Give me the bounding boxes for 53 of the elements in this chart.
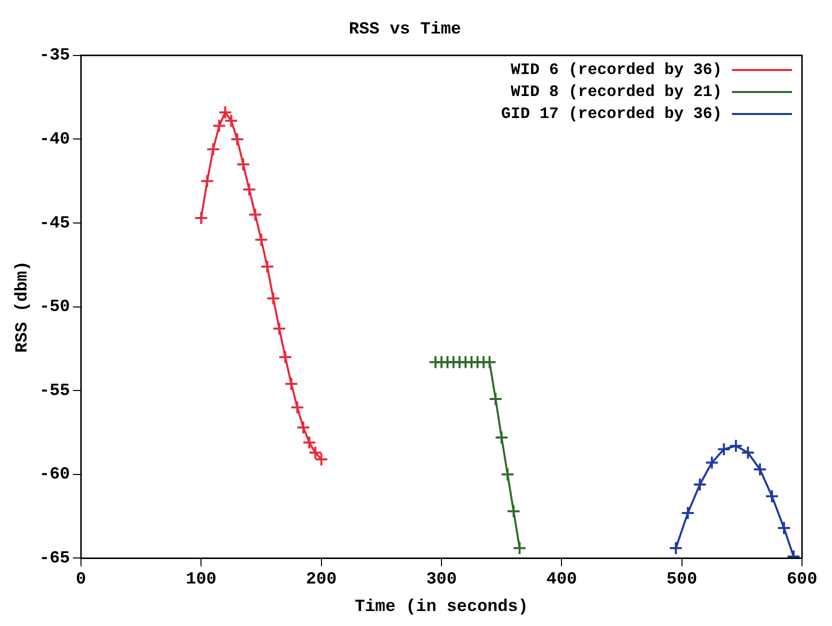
- point: [254, 232, 268, 247]
- point: [752, 462, 767, 476]
- point: [692, 477, 707, 492]
- point: [278, 350, 292, 364]
- x-axis-title: Time (in seconds): [354, 598, 528, 618]
- point: [512, 541, 527, 556]
- point: [764, 489, 779, 504]
- x-tick-label: 400: [546, 570, 577, 590]
- x-tick-label: 300: [426, 570, 457, 590]
- y-tick-label: -40: [39, 130, 70, 150]
- point: [302, 436, 316, 450]
- x-tick-label: 100: [186, 570, 216, 590]
- point: [248, 208, 262, 222]
- point: [494, 430, 509, 445]
- y-tick-label: -65: [39, 549, 70, 568]
- y-tick-label: -35: [39, 46, 70, 66]
- chart-title: RSS vs Time: [348, 20, 462, 40]
- x-tick-label: 0: [76, 570, 86, 590]
- point: [266, 291, 280, 306]
- point: [236, 157, 250, 172]
- point: [740, 446, 755, 460]
- x-tick-label: 500: [666, 570, 698, 590]
- point: [242, 182, 256, 196]
- point: [200, 174, 214, 188]
- y-tick-label: -45: [39, 214, 70, 234]
- point: [668, 541, 683, 556]
- point: [488, 392, 503, 406]
- point: [290, 400, 304, 414]
- point: [500, 467, 515, 482]
- point: [482, 355, 497, 370]
- y-tick-label: -55: [39, 382, 70, 401]
- point: [206, 142, 220, 156]
- y-tick-label: -60: [39, 466, 70, 485]
- point: [230, 132, 244, 146]
- point: [728, 438, 743, 453]
- legend-label: GID 17 (recorded by 36): [501, 104, 722, 126]
- point: [194, 210, 208, 225]
- point: [212, 118, 226, 133]
- point: [680, 506, 695, 520]
- y-tick-label: -50: [39, 298, 70, 318]
- x-tick-label: 600: [786, 570, 818, 590]
- point: [284, 376, 298, 391]
- point: [296, 420, 310, 434]
- point: [716, 442, 731, 456]
- point: [776, 521, 791, 536]
- point: [260, 260, 274, 274]
- legend-label: WID 8 (recorded by 21): [510, 82, 722, 104]
- legend-label: WID 6 (recorded by 36): [510, 60, 722, 82]
- point: [506, 504, 521, 518]
- x-tick-label: 200: [306, 570, 337, 590]
- point: [272, 322, 286, 336]
- y-axis-title: RSS (dbm): [13, 260, 32, 353]
- point: [704, 456, 719, 470]
